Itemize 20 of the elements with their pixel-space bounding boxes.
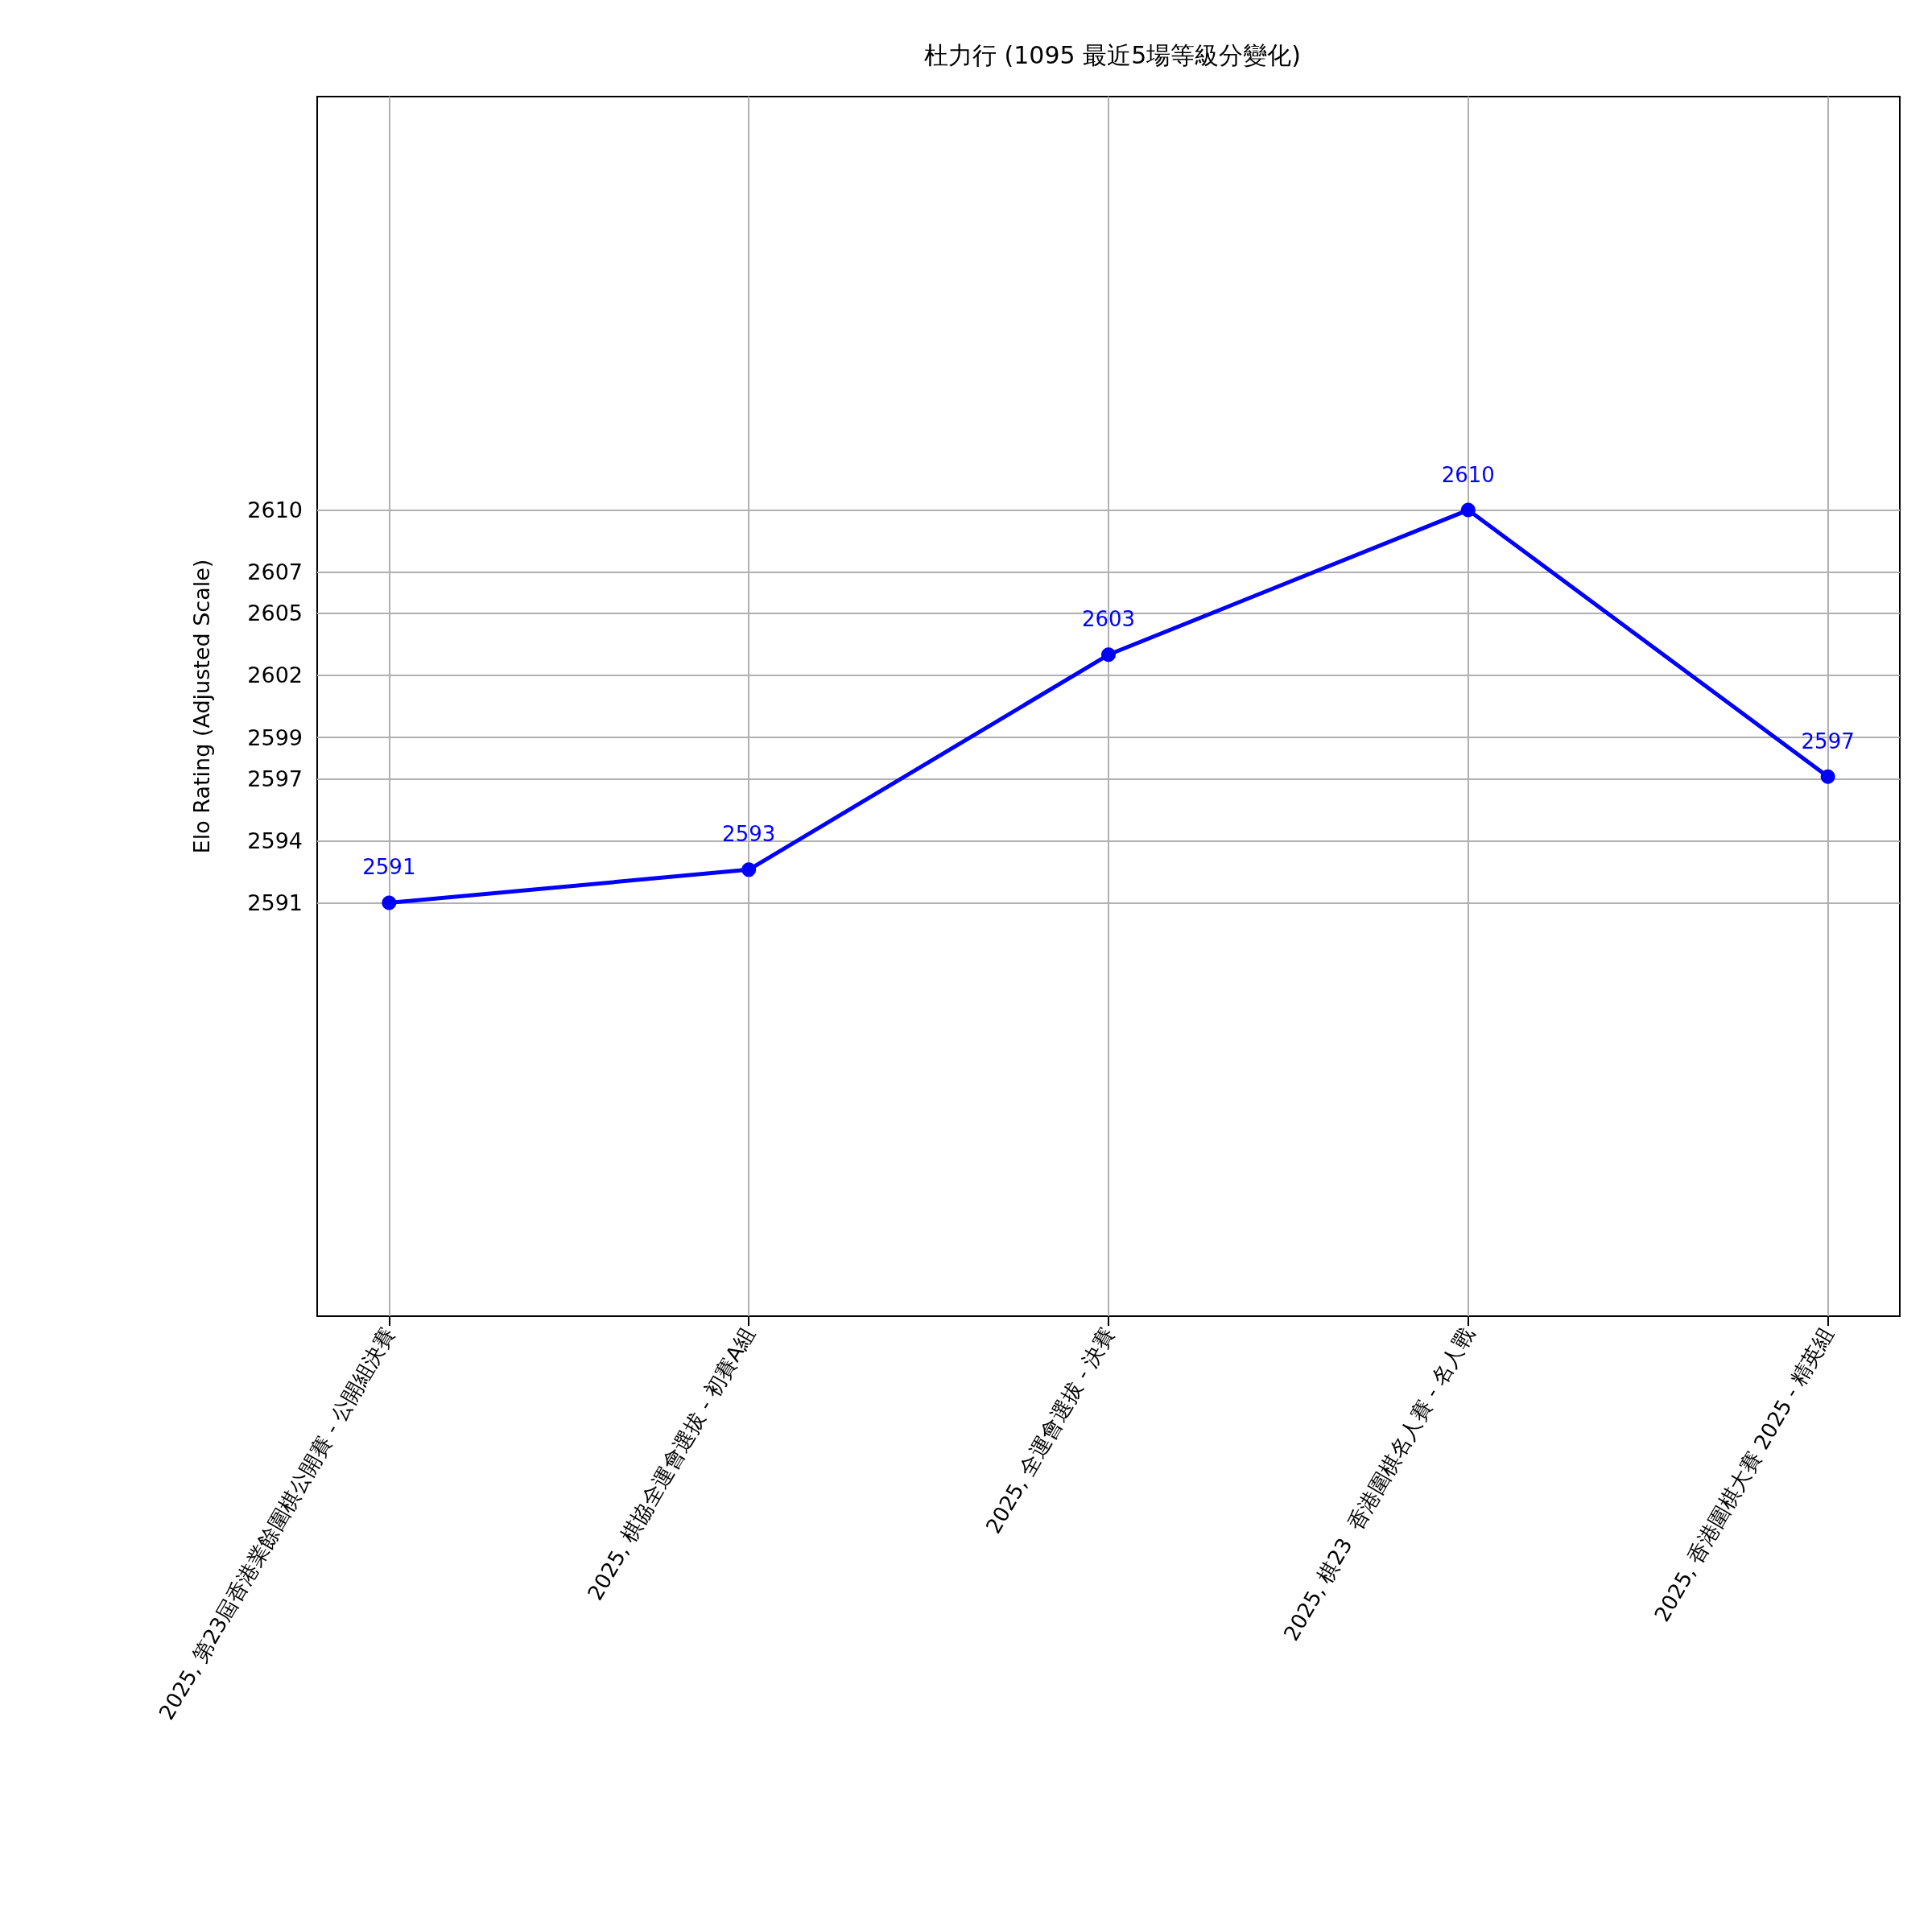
- point: [382, 895, 397, 910]
- y-tick-label: 2599: [247, 724, 303, 750]
- data-label: 2610: [1441, 462, 1495, 487]
- y-axis-title: Elo Rating (Adjusted Scale): [189, 559, 214, 854]
- data-label: 2603: [1081, 607, 1136, 632]
- y-tick-label: 2605: [247, 601, 303, 626]
- y-tick-label: 2607: [247, 559, 303, 585]
- y-tick-label: 2610: [247, 497, 303, 523]
- point: [1460, 502, 1476, 518]
- y-tick-label: 2597: [247, 766, 303, 791]
- point: [741, 862, 757, 877]
- chart-title: 杜力行 (1095 最近5場等級分變化): [924, 40, 1301, 69]
- y-tick-label: 2594: [247, 828, 303, 853]
- y-tick-label: 2591: [247, 890, 303, 915]
- y-tick-label: 2602: [247, 663, 303, 688]
- data-label: 2593: [722, 822, 776, 847]
- data-label: 2591: [362, 855, 416, 880]
- data-label: 2597: [1801, 729, 1855, 753]
- point: [1101, 647, 1116, 663]
- point: [1820, 769, 1835, 784]
